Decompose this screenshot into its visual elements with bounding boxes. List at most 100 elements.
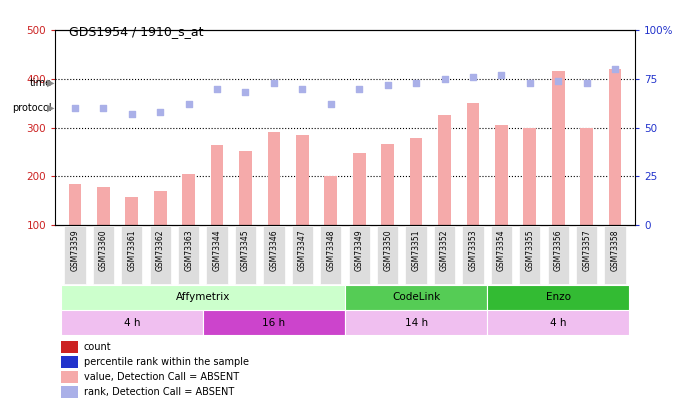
Text: GSM73347: GSM73347 [298, 230, 307, 271]
Text: GSM73351: GSM73351 [411, 230, 420, 271]
Bar [349, 226, 370, 284]
Bar [487, 310, 629, 335]
Bar [154, 191, 167, 225]
Bar [178, 226, 199, 284]
Point [411, 79, 422, 86]
Bar [576, 226, 597, 284]
Bar [292, 226, 313, 284]
Text: GSM73349: GSM73349 [355, 230, 364, 271]
Text: GSM73357: GSM73357 [582, 230, 591, 271]
Text: GSM73361: GSM73361 [127, 230, 136, 271]
Text: 4 h: 4 h [124, 318, 140, 328]
Text: GSM73348: GSM73348 [326, 230, 335, 271]
Point [468, 74, 479, 80]
Bar [552, 71, 564, 225]
Bar [605, 226, 626, 284]
Point [269, 79, 279, 86]
Text: GSM73352: GSM73352 [440, 230, 449, 271]
Bar [125, 197, 138, 225]
Text: percentile rank within the sample: percentile rank within the sample [84, 357, 249, 367]
Bar [524, 128, 537, 225]
Bar [547, 226, 569, 284]
Bar [438, 115, 451, 225]
Bar [409, 138, 422, 225]
Bar [580, 128, 593, 225]
Bar [491, 226, 512, 284]
Bar [235, 226, 256, 284]
Bar [61, 356, 78, 368]
Bar [487, 285, 629, 310]
Text: GSM73358: GSM73358 [611, 230, 619, 271]
Bar [61, 371, 78, 383]
Text: protocol: protocol [12, 103, 52, 113]
Text: 16 h: 16 h [262, 318, 286, 328]
Text: count: count [84, 342, 112, 352]
Text: GSM73356: GSM73356 [554, 230, 563, 271]
Text: 4 h: 4 h [550, 318, 566, 328]
Bar [64, 226, 86, 284]
Bar [121, 226, 142, 284]
Bar [462, 226, 483, 284]
Bar [377, 226, 398, 284]
Bar [519, 226, 541, 284]
Point [98, 105, 109, 111]
Bar [263, 226, 285, 284]
Bar [61, 341, 78, 353]
Point [553, 77, 564, 84]
Text: time: time [30, 78, 52, 88]
Text: ▶: ▶ [46, 103, 54, 113]
Text: GSM73353: GSM73353 [469, 230, 477, 271]
Point [183, 101, 194, 107]
Text: GSM73363: GSM73363 [184, 230, 193, 271]
Bar [405, 226, 427, 284]
Bar [495, 125, 508, 225]
Bar [320, 226, 341, 284]
Text: value, Detection Call = ABSENT: value, Detection Call = ABSENT [84, 372, 239, 382]
Text: GSM73359: GSM73359 [71, 230, 80, 271]
Text: GSM73350: GSM73350 [383, 230, 392, 271]
Text: Enzo: Enzo [546, 292, 571, 303]
Text: rank, Detection Call = ABSENT: rank, Detection Call = ABSENT [84, 387, 234, 397]
Text: CodeLink: CodeLink [392, 292, 440, 303]
Bar [150, 226, 171, 284]
Bar [61, 285, 345, 310]
Bar [97, 187, 109, 225]
Bar [69, 183, 82, 225]
Bar [345, 285, 487, 310]
Point [211, 85, 222, 92]
Bar [466, 103, 479, 225]
Text: GSM73344: GSM73344 [213, 230, 222, 271]
Point [325, 101, 336, 107]
Point [610, 66, 621, 72]
Point [240, 89, 251, 96]
Point [155, 109, 166, 115]
Text: 14 h: 14 h [405, 318, 428, 328]
Bar [267, 132, 280, 225]
Point [524, 79, 535, 86]
Bar [353, 153, 366, 225]
Bar [381, 144, 394, 225]
Bar [182, 174, 195, 225]
Text: GSM73355: GSM73355 [526, 230, 534, 271]
Text: GSM73346: GSM73346 [269, 230, 278, 271]
Bar [61, 310, 203, 335]
Text: GSM73354: GSM73354 [497, 230, 506, 271]
Point [496, 72, 507, 78]
Point [297, 85, 308, 92]
Bar [434, 226, 455, 284]
Point [382, 81, 393, 88]
Text: GSM73360: GSM73360 [99, 230, 108, 271]
Bar [92, 226, 114, 284]
Bar [61, 386, 78, 398]
Point [439, 75, 450, 82]
Point [126, 111, 137, 117]
Bar [296, 135, 309, 225]
Bar [324, 176, 337, 225]
Text: GDS1954 / 1910_s_at: GDS1954 / 1910_s_at [69, 25, 203, 38]
Bar [211, 145, 224, 225]
Text: GSM73362: GSM73362 [156, 230, 165, 271]
Bar [207, 226, 228, 284]
Text: ▶: ▶ [46, 78, 54, 88]
Text: GSM73345: GSM73345 [241, 230, 250, 271]
Bar [345, 310, 487, 335]
